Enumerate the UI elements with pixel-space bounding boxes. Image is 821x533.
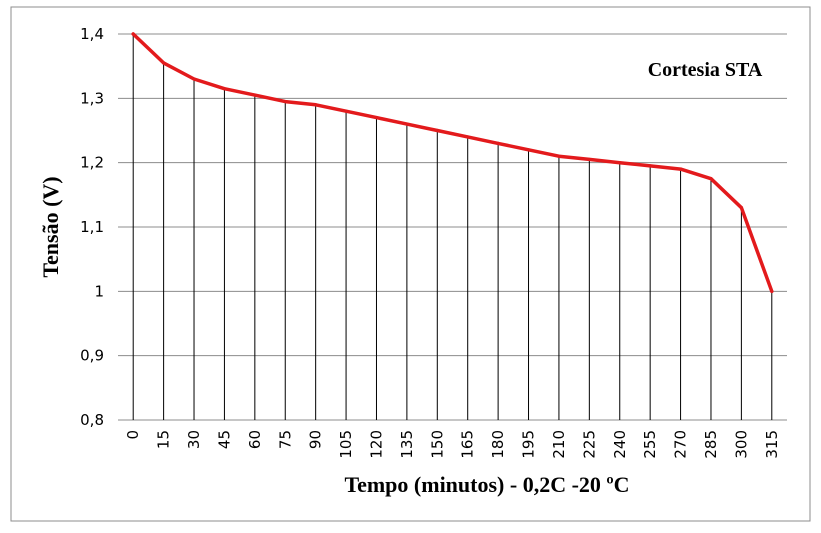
x-tick-label: 225 [580,430,598,459]
x-tick-label: 30 [185,430,203,449]
y-tick-label: 0,9 [80,347,104,365]
x-tick-label: 180 [489,430,507,459]
x-tick-label: 195 [520,430,538,459]
data-point [770,289,774,293]
y-axis-title: Tensão (V) [38,176,63,277]
x-tick-label: 210 [550,430,568,459]
y-tick-label: 1,3 [80,89,104,107]
data-point [344,109,348,113]
x-tick-label: 45 [215,430,233,449]
x-tick-label: 300 [732,430,750,459]
x-tick-label: 0 [124,430,142,440]
data-point [648,164,652,168]
x-tick-label: 120 [367,430,385,459]
data-point [162,61,166,65]
y-tick-label: 0,8 [80,411,104,429]
x-tick-label: 285 [702,430,720,459]
x-tick-label: 270 [672,430,690,459]
x-tick-label: 240 [611,430,629,459]
x-tick-label: 90 [307,430,325,449]
data-point [314,103,318,107]
grid-lines [118,33,787,421]
x-tick-label: 165 [459,430,477,459]
x-axis-ticks: 0 15 30 45 60 75 90 105 120 135 150 165 180 195 210 225… [124,430,781,459]
data-point [222,87,227,91]
drop-lines [132,34,773,420]
data-point [283,99,287,104]
data-point [678,167,683,171]
x-tick-label: 105 [337,430,355,459]
y-tick-label: 1,2 [80,154,104,172]
y-tick-label: 1 [94,282,104,300]
chart-annotation: Cortesia STA [648,59,763,81]
data-point [739,206,743,210]
x-tick-label: 150 [428,430,446,459]
x-tick-label: 75 [276,430,294,449]
data-point [192,77,196,81]
x-tick-label: 315 [763,430,781,459]
data-point [405,122,409,126]
x-tick-label: 15 [155,430,173,449]
x-axis-title: Tempo (minutos) - 0,2C -20 ºC [344,472,629,497]
y-tick-label: 1,4 [80,25,104,43]
data-point [587,157,591,162]
series-layer [131,32,774,294]
data-point [526,148,531,152]
y-tick-label: 1,1 [80,218,104,236]
x-tick-label: 135 [398,430,416,459]
data-point [496,141,500,145]
x-tick-label: 255 [641,430,659,459]
data-point [435,128,439,133]
data-point [466,135,470,139]
data-point [618,161,622,165]
data-point [709,177,713,181]
x-tick-label: 60 [246,430,264,449]
data-point [131,32,135,36]
series-line-voltage [131,32,774,294]
data-point [253,93,257,97]
data-point [557,154,561,158]
y-axis-ticks: 0,8 0,9 1 1,1 1,2 1,3 1,4 [80,25,104,429]
data-point [374,116,379,120]
chart-border [10,6,811,522]
